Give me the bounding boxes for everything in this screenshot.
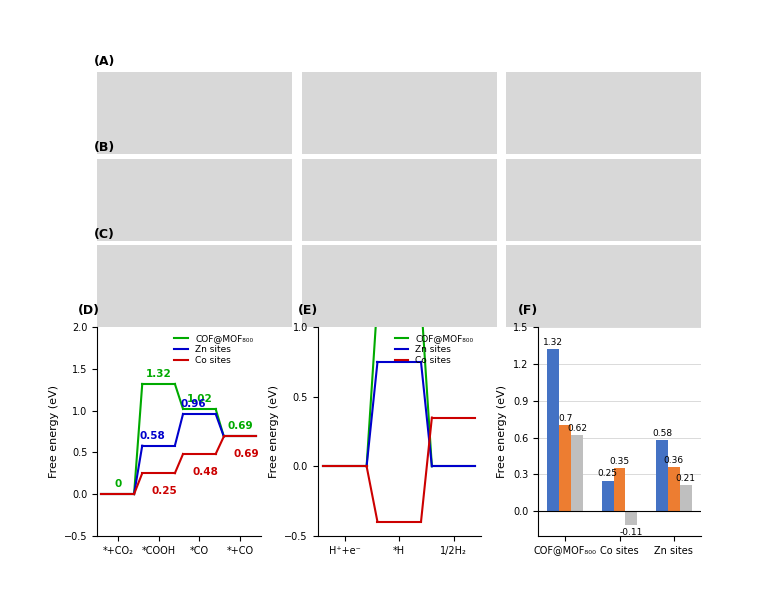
Bar: [626, 511, 637, 525]
Text: 0.7: 0.7: [558, 414, 573, 423]
Text: 0.25: 0.25: [597, 469, 618, 478]
Bar: [601, 480, 614, 511]
Bar: [680, 485, 692, 511]
Text: 0.69: 0.69: [234, 449, 259, 459]
Bar: [559, 426, 571, 511]
Bar: [547, 349, 559, 511]
Text: 0.58: 0.58: [652, 429, 672, 438]
Text: 0.25: 0.25: [152, 486, 178, 495]
Text: Zn sites+CO*: Zn sites+CO*: [573, 247, 634, 256]
Text: 0.48: 0.48: [192, 467, 218, 477]
Text: 0.62: 0.62: [567, 424, 587, 433]
Text: (C): (C): [93, 228, 115, 241]
Text: (F): (F): [518, 304, 538, 317]
Text: 1.32: 1.32: [543, 338, 563, 347]
Text: -0.11: -0.11: [620, 529, 643, 538]
Text: 0.36: 0.36: [664, 456, 684, 465]
Text: 0.69: 0.69: [227, 421, 253, 432]
Bar: [656, 440, 668, 511]
Text: COF@MOF₀₀₀+CO*: COF@MOF₀₀₀+CO*: [562, 334, 646, 343]
Text: Zn sites+COOH*: Zn sites+COOH*: [361, 247, 437, 256]
Text: 0.96: 0.96: [181, 399, 206, 409]
Text: 0: 0: [115, 479, 122, 489]
Text: 0.58: 0.58: [139, 430, 165, 441]
Bar: [668, 467, 680, 511]
Bar: [571, 435, 583, 511]
Text: Co sites+CO*: Co sites+CO*: [573, 161, 634, 170]
Text: (E): (E): [298, 304, 319, 317]
Text: COF@MOF₀₀₀+COOH*: COF@MOF₀₀₀+COOH*: [351, 334, 448, 343]
Text: Zn sites: Zn sites: [177, 247, 213, 256]
Text: (D): (D): [78, 304, 100, 317]
Text: COF@MOF₀₀₀: COF@MOF₀₀₀: [166, 334, 224, 343]
Text: 1.32: 1.32: [146, 369, 171, 379]
Text: (B): (B): [93, 141, 115, 155]
Text: 1.02: 1.02: [186, 394, 212, 404]
Y-axis label: Free energy (eV): Free energy (eV): [48, 385, 58, 478]
Y-axis label: Free energy (eV): Free energy (eV): [269, 385, 279, 478]
Legend: COF@MOF₈₀₀, Zn sites, Co sites: COF@MOF₈₀₀, Zn sites, Co sites: [392, 332, 476, 368]
Text: (A): (A): [93, 55, 115, 68]
Text: 0.21: 0.21: [676, 474, 696, 483]
Y-axis label: Free energy (eV): Free energy (eV): [497, 385, 507, 478]
Legend: COF@MOF₈₀₀, Zn sites, Co sites: COF@MOF₈₀₀, Zn sites, Co sites: [171, 332, 256, 368]
Text: Co sites+COOH*: Co sites+COOH*: [362, 161, 436, 170]
Text: 0.35: 0.35: [609, 457, 629, 466]
Bar: [614, 468, 626, 511]
Text: Co sites: Co sites: [177, 161, 213, 170]
